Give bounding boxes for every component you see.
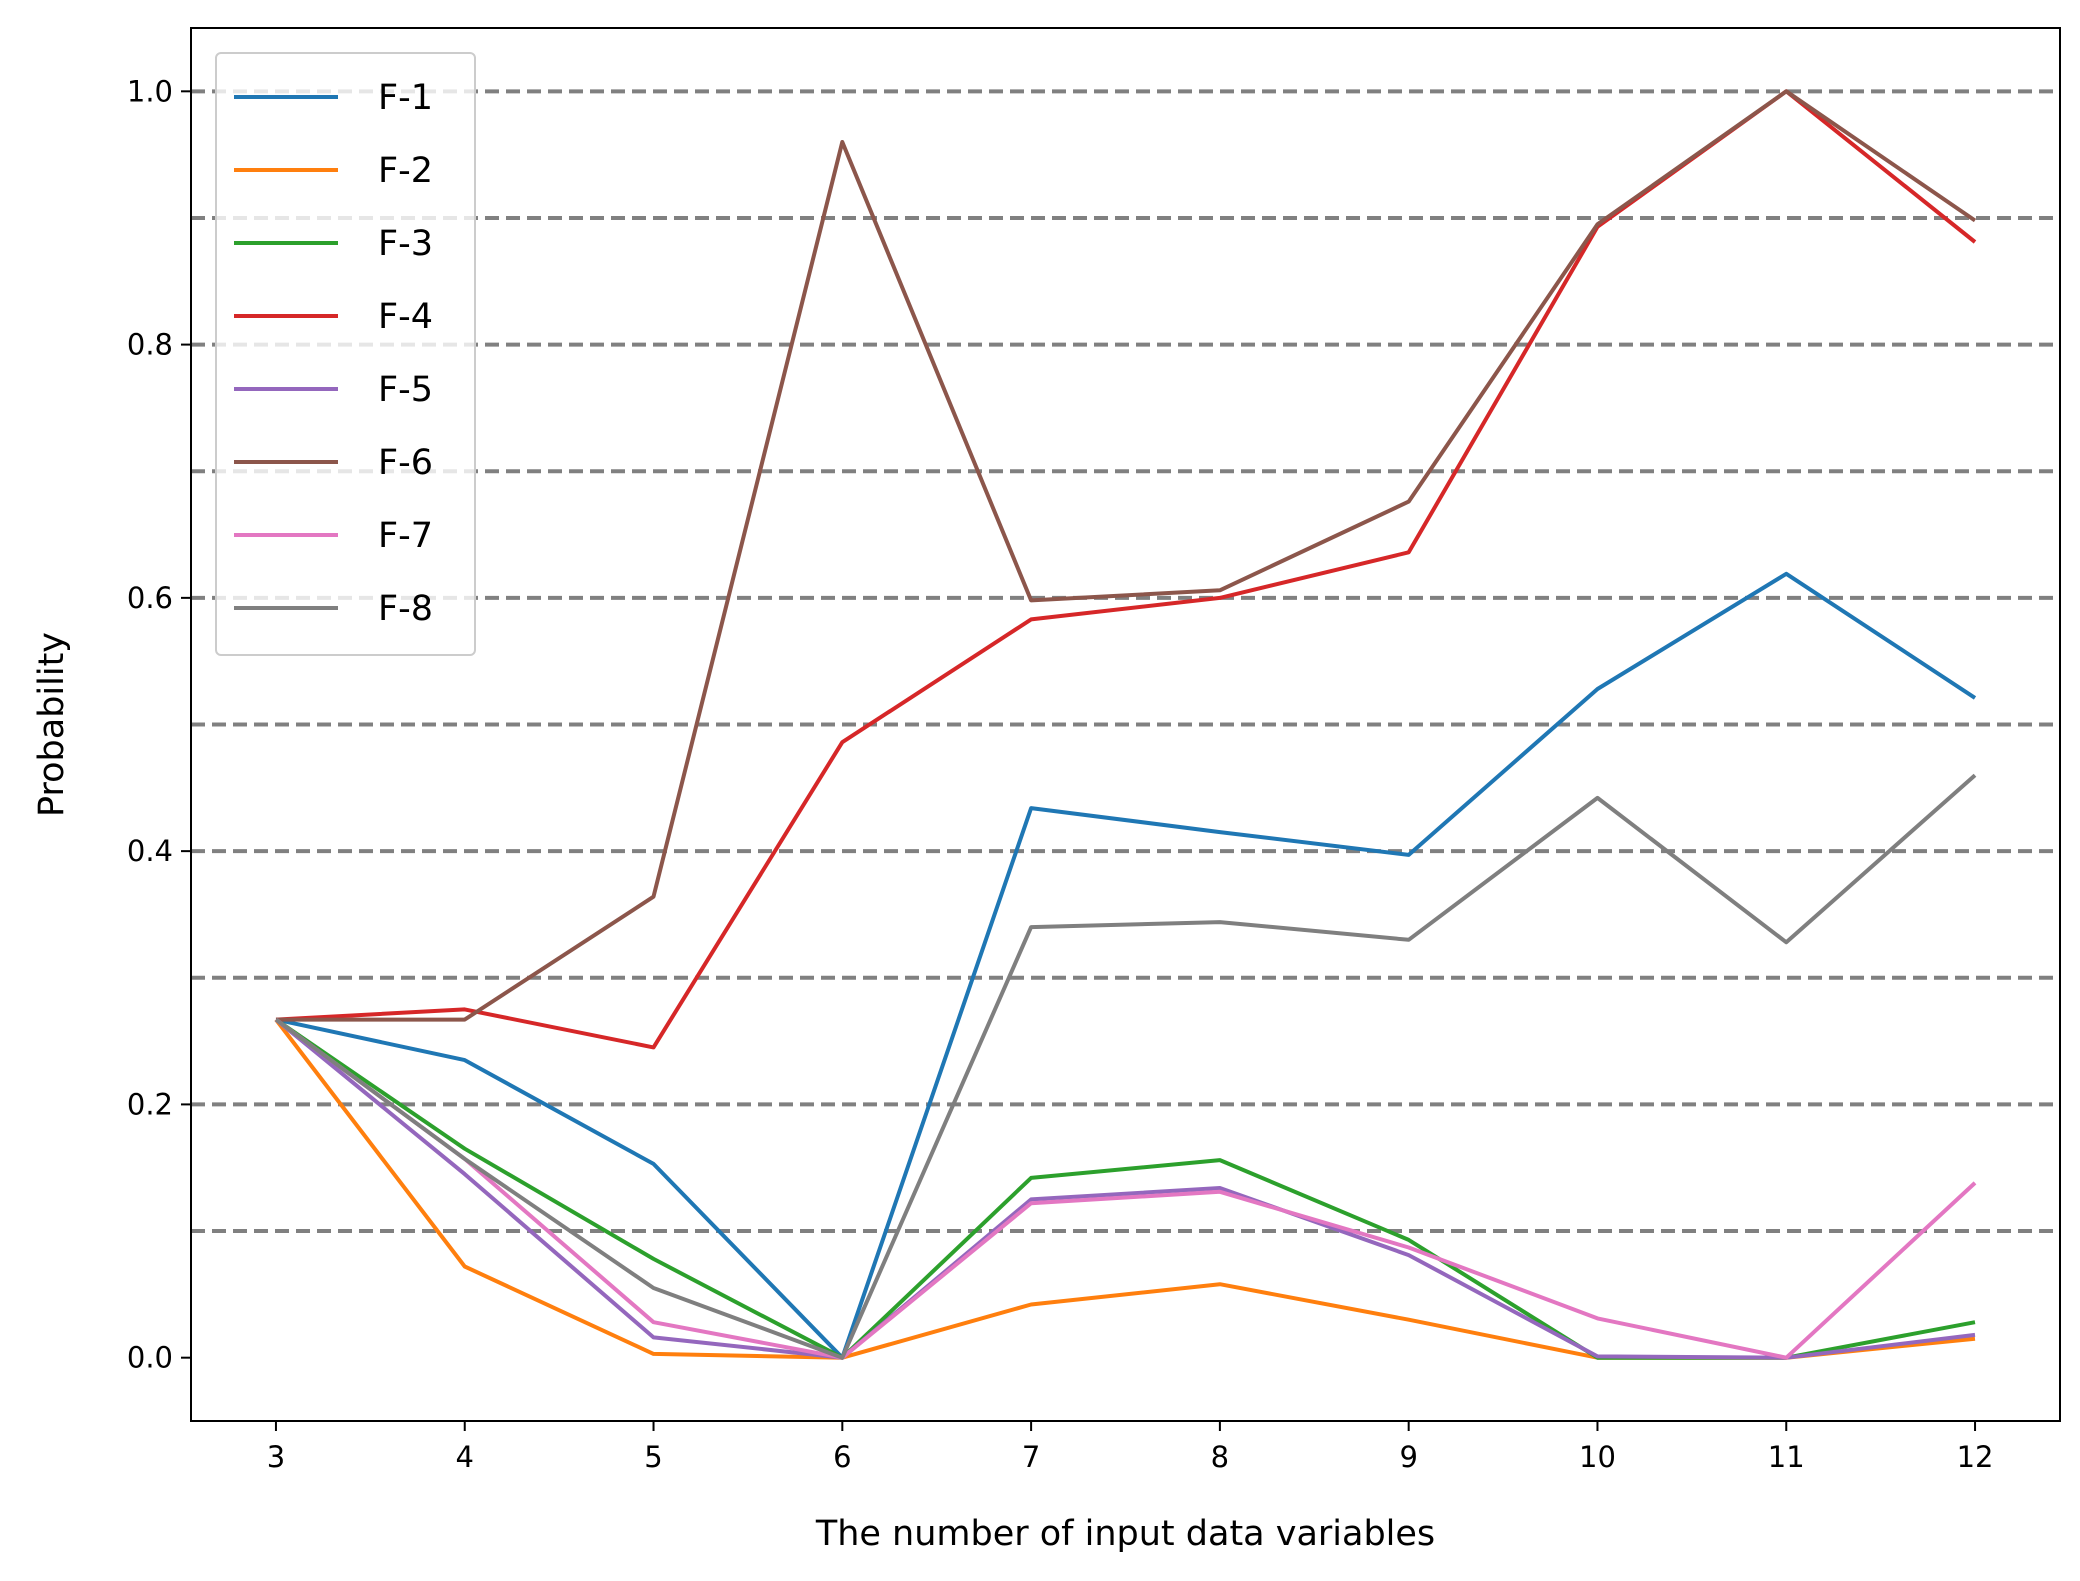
legend-label: F-2 — [378, 151, 433, 191]
x-tick-label: 8 — [1211, 1440, 1229, 1474]
x-tick-label: 7 — [1022, 1440, 1040, 1474]
series-line-f-7 — [274, 1017, 1977, 1360]
series-line-f-4 — [275, 89, 1977, 1050]
y-tick-label: 0.2 — [127, 1087, 173, 1121]
x-tick-label: 10 — [1579, 1440, 1616, 1474]
x-tick-label: 3 — [267, 1440, 285, 1474]
legend-label: F-3 — [378, 224, 433, 264]
series-line-f-3 — [274, 1017, 1976, 1360]
legend-label: F-7 — [378, 516, 433, 556]
series-line-f-8 — [274, 773, 1977, 1360]
x-tick-label: 4 — [456, 1440, 474, 1474]
legend-item: F-1 — [234, 78, 433, 118]
y-tick-label: 0.8 — [127, 328, 173, 362]
legend-item: F-3 — [234, 224, 433, 264]
series-lines — [274, 89, 1977, 1360]
legend-item: F-5 — [234, 370, 433, 410]
y-axis-label: Probability — [32, 632, 72, 817]
series-line-f-5 — [274, 1018, 1976, 1360]
x-tick-label: 11 — [1768, 1440, 1805, 1474]
legend-label: F-5 — [378, 370, 433, 410]
y-tick-label: 0.0 — [127, 1341, 173, 1375]
x-tick-label: 9 — [1399, 1440, 1417, 1474]
series-line-f-6 — [276, 89, 1977, 1022]
legend-item: F-7 — [234, 516, 433, 556]
legend-label: F-6 — [378, 443, 433, 483]
y-tick-label: 1.0 — [127, 74, 173, 108]
y-tick-label: 0.6 — [127, 581, 173, 615]
x-tick-label: 5 — [644, 1440, 662, 1474]
legend-label: F-8 — [378, 589, 433, 629]
legend-item: F-2 — [234, 151, 433, 191]
series-line-f-1 — [275, 571, 1977, 1360]
x-tick-label: 12 — [1957, 1440, 1994, 1474]
x-axis-ticks: 3 4 5 6 7 8 9 10 11 12 — [267, 1421, 1994, 1474]
legend-item: F-4 — [234, 297, 433, 337]
plot-frame — [190, 27, 2061, 1422]
legend-label: F-4 — [378, 297, 433, 337]
grid-lines — [191, 89, 2060, 1234]
legend-label: F-1 — [378, 78, 433, 118]
y-tick-label: 0.4 — [127, 834, 173, 868]
legend-item: F-6 — [234, 443, 433, 483]
x-axis-label: The number of input data variables — [815, 1514, 1435, 1554]
legend-box — [215, 52, 476, 656]
legend: F-1 F-2 F-3 F-4 F-5 F-6 F-7 F-8 — [215, 52, 476, 656]
y-axis-ticks: 0.0 0.2 0.4 0.6 0.8 1.0 — [127, 74, 191, 1375]
x-tick-label: 6 — [833, 1440, 851, 1474]
legend-item: F-8 — [234, 589, 433, 629]
